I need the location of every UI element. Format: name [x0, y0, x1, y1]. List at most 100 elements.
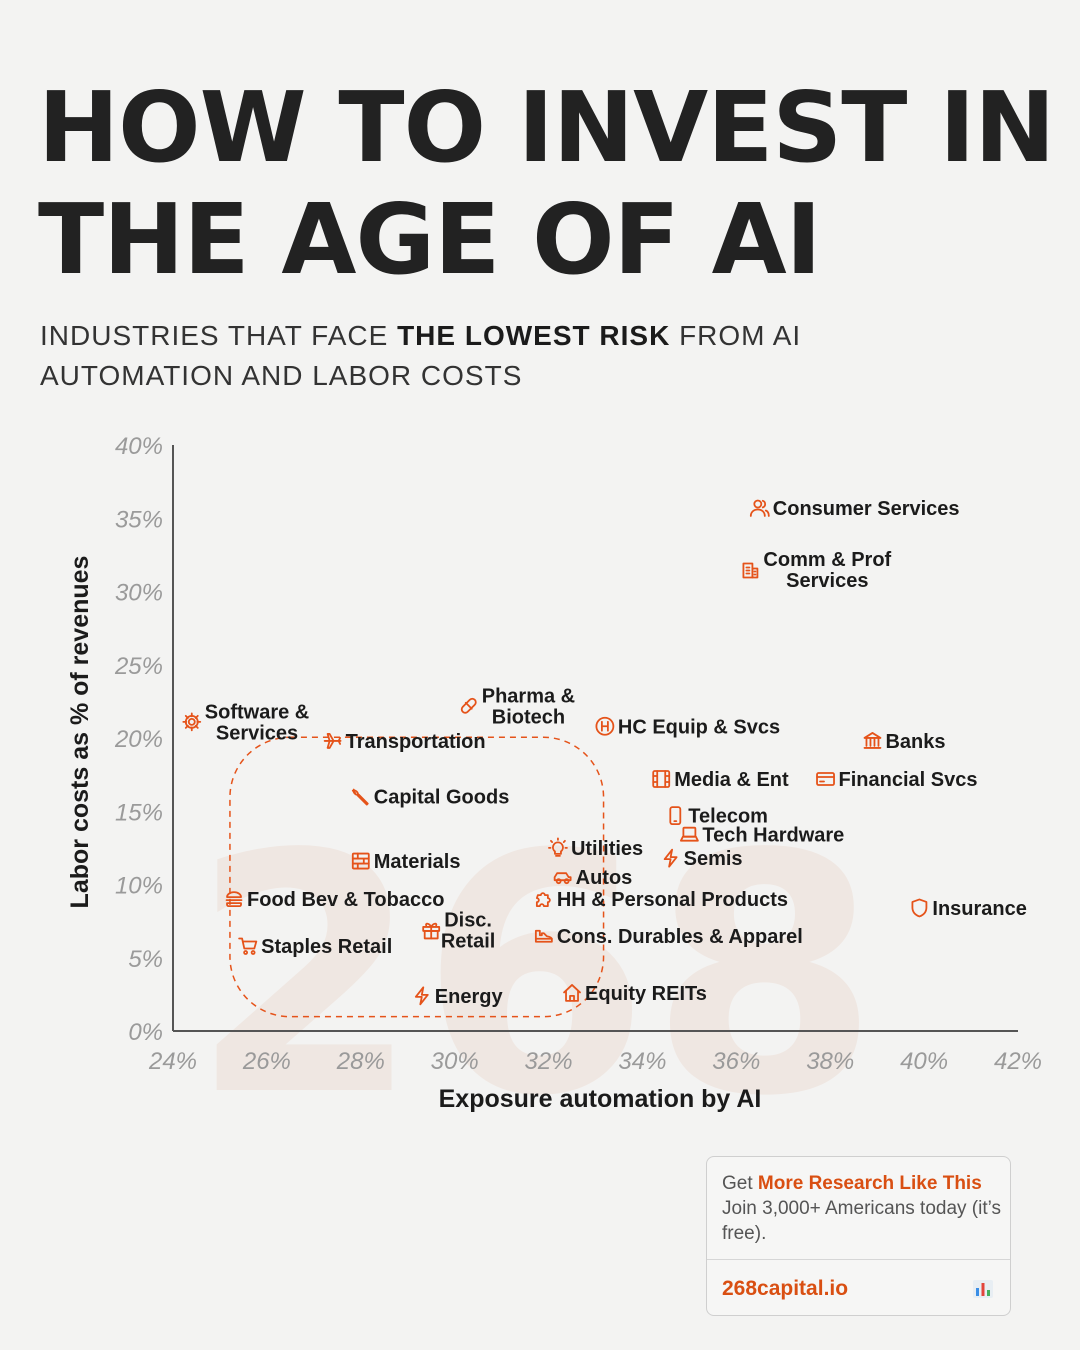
data-label: Autos: [576, 867, 633, 889]
car-icon: [553, 872, 572, 885]
x-tick-label: 26%: [242, 1048, 291, 1075]
bricks-icon: [351, 852, 370, 870]
data-label: Staples Retail: [261, 936, 392, 958]
data-point-media-ent: Media & Ent: [652, 769, 789, 791]
data-label: Disc.: [444, 909, 492, 931]
puzzle-icon: [535, 892, 551, 908]
data-point-banks: Banks: [863, 731, 946, 753]
y-tick-label: 20%: [114, 726, 163, 753]
data-point-hc-equip-svcs: HC Equip & Svcs: [595, 716, 780, 738]
bar-chart-icon: [973, 1280, 993, 1298]
data-label: Financial Svcs: [839, 769, 978, 791]
data-label: Semis: [684, 848, 743, 870]
data-label: Cons. Durables & Apparel: [557, 926, 803, 948]
data-point-cons-durables-apparel: Cons. Durables & Apparel: [534, 926, 803, 948]
hospital-icon: [595, 716, 615, 736]
data-label: Media & Ent: [674, 769, 789, 791]
data-point-financial-svcs: Financial Svcs: [816, 769, 978, 791]
watermark-text: 268: [191, 784, 880, 1150]
data-point-energy: Energy: [414, 986, 504, 1008]
data-label: Insurance: [932, 898, 1026, 920]
cta-divider: [707, 1259, 1010, 1260]
shoe-icon: [534, 929, 553, 943]
subtitle-emphasis: THE LOWEST RISK: [397, 320, 671, 351]
y-tick-label: 40%: [115, 433, 163, 460]
burger-icon: [225, 891, 243, 908]
page-title: HOW TO INVEST IN THE AGE OF AI: [38, 72, 1058, 296]
data-label: HH & Personal Products: [557, 889, 788, 911]
data-point-tech-hardware: Tech Hardware: [679, 825, 844, 847]
x-axis-label: Exposure automation by AI: [439, 1085, 762, 1113]
bolt-icon: [663, 848, 678, 868]
data-point-equity-reits: Equity REITs: [563, 983, 707, 1005]
bolt-icon: [414, 986, 429, 1006]
subtitle: INDUSTRIES THAT FACE THE LOWEST RISK FRO…: [40, 316, 940, 396]
gear-icon: [182, 712, 202, 732]
data-label: HC Equip & Svcs: [618, 716, 780, 738]
y-tick-label: 15%: [115, 799, 163, 826]
data-point-utilities: Utilities: [548, 837, 643, 860]
house-icon: [563, 984, 581, 1002]
data-point-staples-retail: Staples Retail: [238, 936, 392, 958]
cta-link[interactable]: 268capital.io: [722, 1277, 849, 1300]
data-point-capital-goods: Capital Goods: [351, 787, 509, 809]
title-line-2: THE AGE OF AI: [38, 183, 822, 296]
building-icon: [742, 562, 759, 579]
y-tick-label: 10%: [115, 873, 163, 900]
y-tick-label: 5%: [128, 946, 163, 973]
subtitle-pre: INDUSTRIES THAT FACE: [40, 320, 398, 351]
data-label: Banks: [885, 731, 945, 753]
data-point-semis: Semis: [663, 848, 743, 870]
data-label: Tech Hardware: [702, 825, 844, 847]
data-point-pharma-biotech: Pharma &Biotech: [460, 685, 575, 728]
data-point-disc-retail: Disc.Retail: [422, 909, 495, 952]
x-tick-label: 40%: [900, 1048, 948, 1075]
x-tick-label: 34%: [618, 1048, 666, 1075]
cta-card[interactable]: Get More Research Like This Join 3,000+ A…: [706, 1156, 1011, 1316]
data-point-consumer-services: Consumer Services: [749, 498, 960, 520]
data-label: Software &: [205, 701, 309, 723]
laptop-icon: [679, 826, 699, 842]
data-point-telecom: Telecom: [669, 806, 768, 828]
cta-highlight: More Research Like This: [757, 1173, 982, 1194]
bank-icon: [863, 732, 882, 749]
data-label: Retail: [441, 930, 495, 952]
y-tick-label: 30%: [115, 580, 163, 607]
data-label: Pharma &: [482, 685, 575, 707]
x-tick-label: 28%: [336, 1048, 385, 1075]
data-point-transportation: Transportation: [323, 731, 486, 753]
data-point-insurance: Insurance: [911, 898, 1027, 920]
bulb-icon: [548, 837, 568, 857]
wrench-icon: [351, 788, 369, 806]
y-tick-label: 0%: [128, 1019, 163, 1046]
data-label: Materials: [374, 851, 461, 873]
pill-icon: [460, 697, 477, 714]
x-tick-label: 42%: [994, 1048, 1042, 1075]
plane-icon: [323, 733, 342, 749]
y-tick-label: 25%: [114, 653, 163, 680]
phone-icon: [669, 806, 682, 826]
x-tick-label: 36%: [712, 1048, 760, 1075]
data-point-autos: Autos: [553, 867, 633, 889]
data-label: Energy: [435, 986, 504, 1008]
scatter-chart: 268 0% 5% 10% 15% 20% 25% 30% 35% 40% 24% 26% 28% 30%…: [66, 433, 1042, 1150]
data-label: Equity REITs: [585, 983, 707, 1005]
data-label: Services: [216, 722, 298, 744]
data-label: Biotech: [492, 706, 565, 728]
title-line-1: HOW TO INVEST IN: [38, 71, 1055, 184]
data-label: Telecom: [688, 806, 768, 828]
data-label: Consumer Services: [773, 498, 960, 520]
data-point-software-services: Software &Services: [182, 701, 309, 744]
people-icon: [749, 499, 770, 517]
card-icon: [816, 772, 835, 786]
subtitle-post: FROM AI AUTOMATION AND LABOR COSTS: [40, 320, 802, 391]
cta-text: Get More Research Like This Join 3,000+ A…: [722, 1171, 1007, 1246]
y-tick-label: 35%: [115, 506, 163, 533]
x-tick-label: 32%: [525, 1048, 573, 1075]
data-label: Comm & Prof: [763, 549, 891, 571]
film-icon: [652, 770, 671, 788]
cart-icon: [238, 937, 258, 955]
x-tick-label: 38%: [806, 1048, 854, 1075]
data-label: Transportation: [346, 731, 486, 753]
